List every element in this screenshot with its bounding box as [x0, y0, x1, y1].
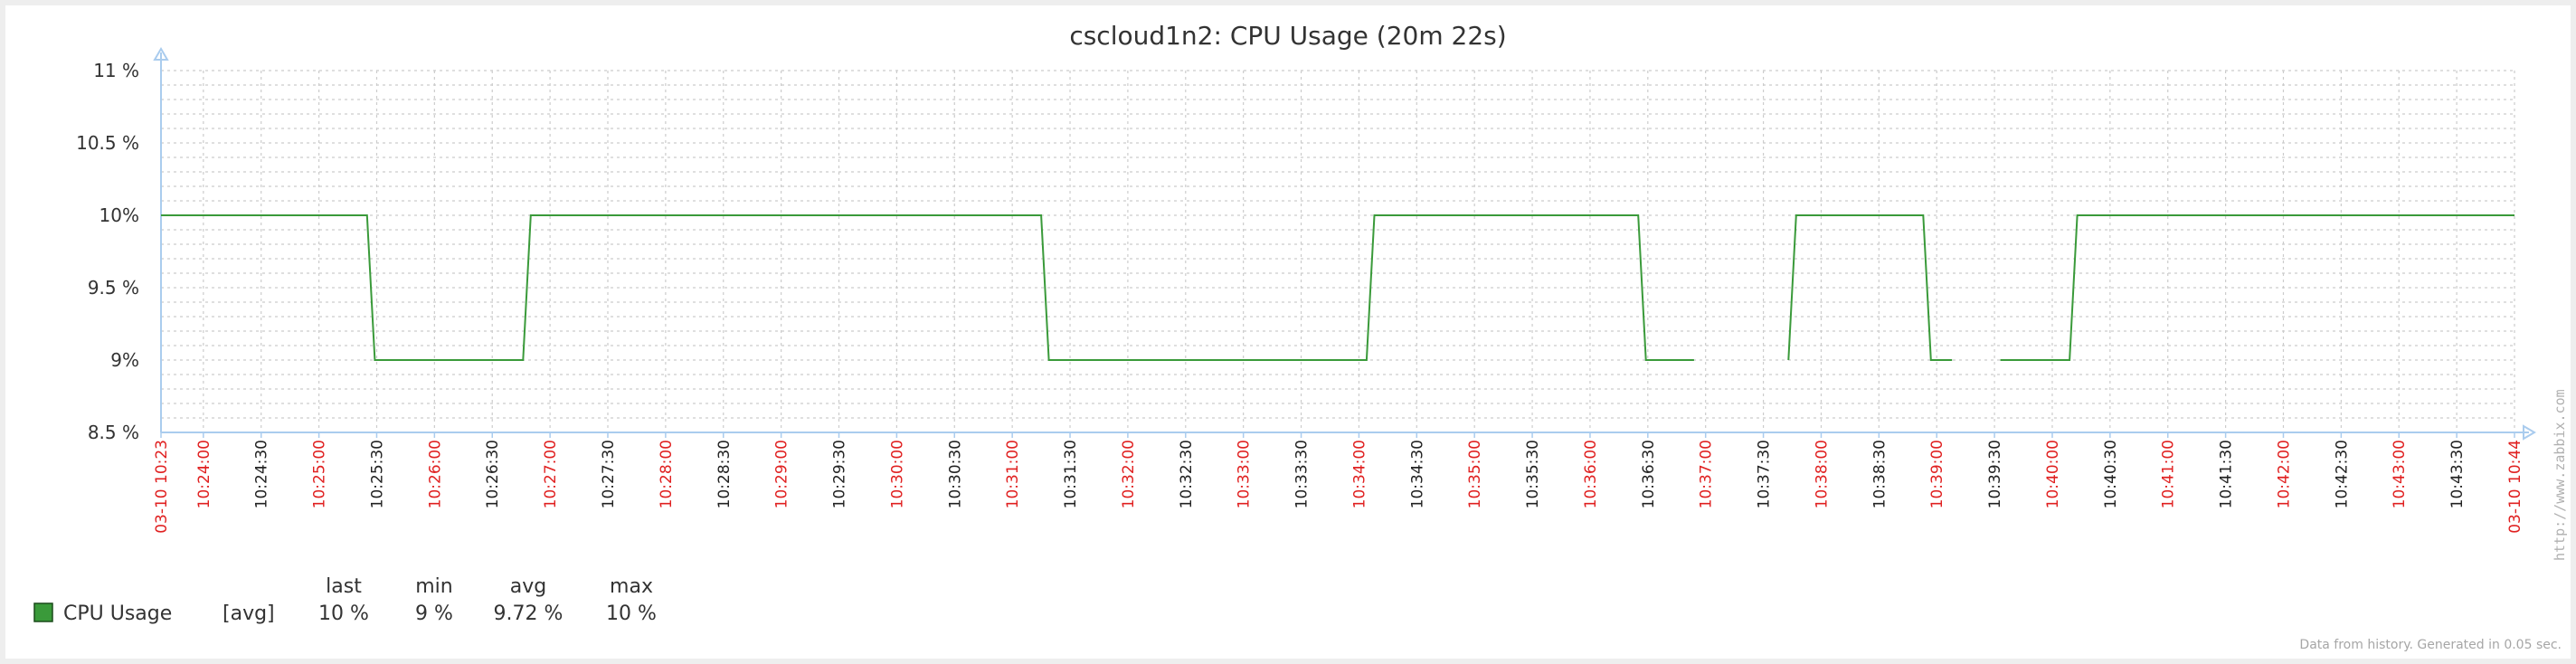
x-tick-label: 10:31:00	[1004, 440, 1022, 508]
x-tick-label: 10:29:00	[773, 440, 791, 508]
x-tick-label: 10:24:30	[253, 440, 271, 508]
x-tick-label: 10:30:30	[946, 440, 964, 508]
x-tick-label: 10:30:00	[888, 440, 906, 508]
y-tick-label: 10%	[99, 204, 139, 226]
legend-swatch	[33, 602, 53, 622]
series-line-cpu-usage	[2000, 214, 2514, 361]
legend-value-max: 10 %	[606, 602, 657, 625]
x-tick-label: 10:42:30	[2333, 440, 2351, 508]
x-tick-label: 10:28:00	[658, 440, 676, 508]
legend-header-min: min	[415, 575, 453, 598]
x-tick-label: 10:41:30	[2218, 440, 2236, 508]
x-tick-label: 10:26:00	[426, 440, 444, 508]
y-tick-label: 9.5 %	[88, 277, 139, 299]
y-tick-label: 9%	[110, 349, 139, 371]
y-tick-label: 10.5 %	[76, 132, 139, 154]
x-tick-label: 10:29:30	[831, 440, 849, 508]
legend-header-max: max	[610, 575, 653, 598]
x-tick-label: 10:35:30	[1524, 440, 1542, 508]
x-tick-label: 10:27:00	[542, 440, 560, 508]
series-layer	[161, 214, 2514, 361]
x-tick-label: 10:25:30	[368, 440, 386, 508]
x-tick-label: 10:43:00	[2391, 440, 2409, 508]
chart-title: cscloud1n2: CPU Usage (20m 22s)	[1069, 21, 1506, 51]
x-tick-label: 10:40:00	[2044, 440, 2062, 508]
grid-layer	[161, 70, 2515, 433]
y-tick-label: 8.5 %	[88, 422, 139, 443]
x-tick-label: 10:24:00	[195, 440, 213, 508]
legend-value-last: 10 %	[318, 602, 369, 625]
footer-note: Data from history. Generated in 0.05 sec…	[2299, 638, 2562, 652]
x-tick-label: 10:32:30	[1178, 440, 1196, 508]
legend-header-avg: avg	[510, 575, 546, 598]
x-tick-label: 10:32:00	[1120, 440, 1138, 508]
x-tick-label: 10:43:30	[2448, 440, 2467, 508]
x-tick-label: 10:33:30	[1293, 440, 1312, 508]
legend-value-min: 9 %	[415, 602, 453, 625]
legend-value-avg: 9.72 %	[494, 602, 564, 625]
x-tick-label: 10:31:30	[1062, 440, 1080, 508]
x-tick-label: 10:38:30	[1870, 440, 1889, 508]
legend-function: [avg]	[223, 602, 275, 625]
x-tick-label: 10:34:30	[1408, 440, 1426, 508]
x-tick-label: 10:37:30	[1756, 440, 1774, 508]
side-url: http://www.zabbix.com	[2552, 389, 2568, 561]
x-tick-label: 10:25:00	[311, 440, 329, 508]
legend-series-name: CPU Usage	[63, 602, 172, 625]
x-tick-label: 10:39:30	[1986, 440, 2004, 508]
x-tick-label: 03-10 10:23	[153, 440, 171, 534]
x-tick-label: 10:36:00	[1582, 440, 1600, 508]
y-axis-arrow	[153, 47, 169, 61]
x-tick-label: 10:39:00	[1928, 440, 1946, 508]
x-axis-labels: 03-10 10:23 10:24:00 10:24:30 10:25:00 10:25…	[153, 440, 2524, 534]
series-line-cpu-usage	[1787, 214, 1953, 361]
x-tick-label: 10:35:00	[1466, 440, 1484, 508]
x-tick-label: 10:34:00	[1350, 440, 1368, 508]
x-tick-label: 10:33:00	[1236, 440, 1254, 508]
x-tick-label: 10:40:30	[2102, 440, 2120, 508]
x-tick-label: 10:42:00	[2275, 440, 2293, 508]
x-tick-label: 10:28:30	[715, 440, 734, 508]
x-tick-label: 10:27:30	[600, 440, 618, 508]
axis-layer	[153, 47, 2536, 441]
y-tick-label: 11 %	[93, 60, 139, 81]
x-axis-arrow	[2523, 424, 2536, 441]
x-tick-label: 10:37:00	[1698, 440, 1716, 508]
legend: last min avg max CPU Usage [avg] 10 % 9 % 9.72 %…	[33, 575, 657, 625]
x-tick-label: 10:41:00	[2160, 440, 2178, 508]
y-axis-labels: 11 % 10.5 % 10% 9.5 % 9% 8.5 %	[76, 60, 139, 443]
x-tick-label: 10:26:30	[484, 440, 502, 508]
x-tick-label: 10:36:30	[1640, 440, 1658, 508]
series-line-cpu-usage	[161, 214, 1694, 361]
legend-header-last: last	[326, 575, 362, 598]
x-tick-label: 10:38:00	[1813, 440, 1831, 508]
x-tick-label: 03-10 10:44	[2506, 440, 2524, 534]
